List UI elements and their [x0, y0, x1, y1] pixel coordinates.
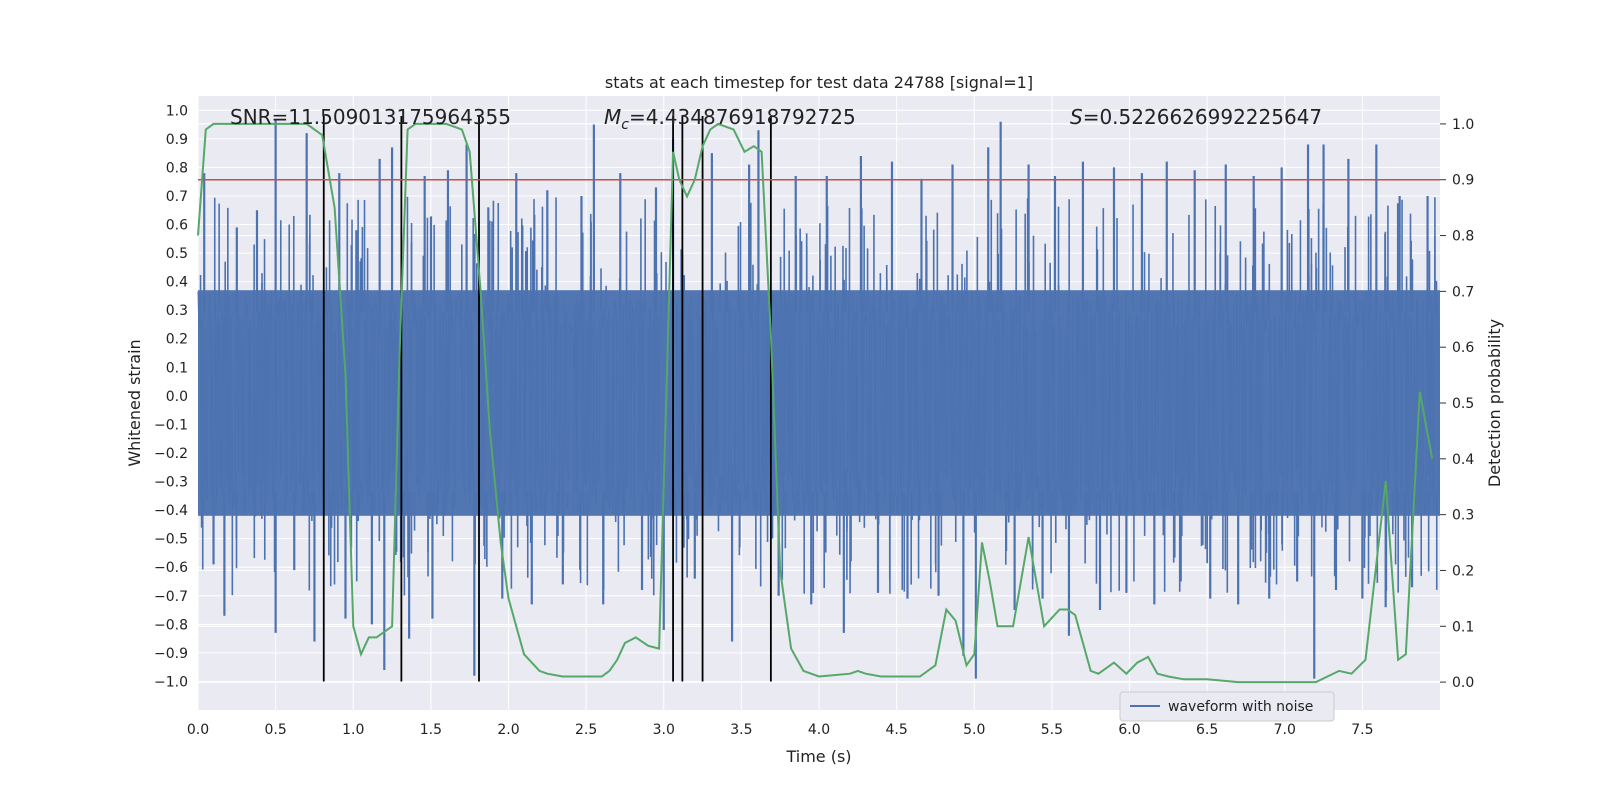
y2-tick-label: 0.8 — [1452, 229, 1474, 245]
y-tick-label: −0.5 — [154, 532, 188, 548]
y-tick-label: −0.9 — [154, 646, 188, 662]
y2-tick-label: 0.1 — [1452, 619, 1474, 635]
y-tick-label: 0.0 — [166, 389, 188, 405]
y-tick-label: −0.8 — [154, 617, 188, 633]
legend: waveform with noise — [1119, 691, 1335, 722]
chirp-mass-value: =4.434876918792725 — [629, 105, 856, 129]
y-tick-label: −1.0 — [154, 674, 188, 690]
y-tick-label: 0.2 — [166, 332, 188, 348]
s-annotation: S=0.5226626992225647 — [1070, 105, 1322, 129]
x-tick-label: 2.0 — [497, 722, 519, 738]
x-tick-label: 7.5 — [1351, 722, 1373, 738]
x-tick-label: 1.5 — [420, 722, 442, 738]
y2-axis-label: Detection probability — [1485, 319, 1504, 487]
y2-tick-label: 0.0 — [1452, 675, 1474, 691]
y-tick-label: −0.2 — [154, 446, 188, 462]
chirp-mass-subscript: c — [621, 117, 629, 133]
y-tick-label: 0.6 — [166, 218, 188, 234]
snr-annotation: SNR=11.509013175964355 — [230, 105, 511, 129]
x-tick-label: 0.0 — [187, 722, 209, 738]
y-axis-ticks: 1.0 0.9 0.8 0.7 0.6 0.5 0.4 0.3 0.2 0.1 0.0 −0.1 −0.… — [154, 103, 188, 690]
detection-probability-line — [197, 122, 1434, 684]
vertical-markers — [322, 115, 772, 682]
x-tick-label: 3.0 — [653, 722, 675, 738]
y-tick-label: −0.3 — [154, 475, 188, 491]
x-tick-label: 6.5 — [1196, 722, 1218, 738]
x-axis-ticks: 0.0 0.5 1.0 1.5 2.0 2.5 3.0 3.5 4.0 4.5 5.0 5.5 6.0 6… — [187, 722, 1374, 738]
y2-tick-label: 0.9 — [1452, 173, 1474, 189]
chirp-mass-annotation: Mc=4.434876918792725 — [604, 105, 856, 133]
y2-tick-label: 0.3 — [1452, 508, 1474, 524]
y2-tick-label: 0.7 — [1452, 284, 1474, 300]
x-tick-label: 5.5 — [1041, 722, 1063, 738]
y-tick-label: −0.4 — [154, 503, 188, 519]
y-tick-label: −0.1 — [154, 417, 188, 433]
x-tick-label: 7.0 — [1274, 722, 1296, 738]
x-tick-label: 4.5 — [885, 722, 907, 738]
y2-tick-label: 1.0 — [1452, 117, 1474, 133]
x-tick-label: 2.5 — [575, 722, 597, 738]
y2-tick-label: 0.2 — [1452, 563, 1474, 579]
y-tick-label: −0.6 — [154, 560, 188, 576]
x-tick-label: 1.0 — [342, 722, 364, 738]
y2-tick-label: 0.6 — [1452, 340, 1474, 356]
waveform-series — [197, 118, 1440, 679]
y-tick-label: 0.9 — [166, 132, 188, 148]
y2-axis-ticks: 1.0 0.9 0.8 0.7 0.6 0.5 0.4 0.3 0.2 0.1 0.0 — [1440, 117, 1474, 691]
s-value: =0.5226626992225647 — [1083, 105, 1322, 129]
y2-tick-label: 0.4 — [1452, 452, 1474, 468]
s-symbol: S — [1070, 105, 1083, 129]
y-tick-label: 0.1 — [166, 360, 188, 376]
chart-title: stats at each timestep for test data 247… — [605, 73, 1033, 92]
legend-box — [1119, 691, 1335, 722]
x-tick-label: 6.0 — [1118, 722, 1140, 738]
y-tick-label: 1.0 — [166, 103, 188, 119]
y-tick-label: 0.7 — [166, 189, 188, 205]
y-axis-label: Whitened strain — [125, 339, 144, 466]
x-axis-label: Time (s) — [785, 747, 851, 766]
y-tick-label: 0.5 — [166, 246, 188, 262]
detection-probability-series — [197, 122, 1434, 684]
waveform-line — [197, 290, 1440, 516]
y2-tick-label: 0.5 — [1452, 396, 1474, 412]
x-tick-label: 0.5 — [264, 722, 286, 738]
y-tick-label: −0.7 — [154, 589, 188, 605]
x-tick-label: 4.0 — [808, 722, 830, 738]
y-tick-label: 0.3 — [166, 303, 188, 319]
y-tick-label: 0.4 — [166, 275, 188, 291]
x-tick-label: 3.5 — [730, 722, 752, 738]
chirp-mass-symbol: M — [604, 105, 621, 129]
y-tick-label: 0.8 — [166, 160, 188, 176]
x-tick-label: 5.0 — [963, 722, 985, 738]
legend-label-waveform: waveform with noise — [1168, 699, 1313, 715]
